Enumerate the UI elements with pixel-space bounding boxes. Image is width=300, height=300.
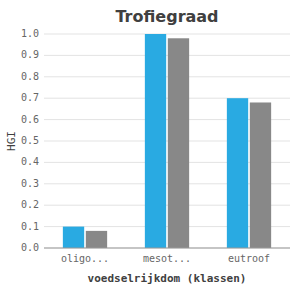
grid-line [44,248,290,249]
y-tick-label: 1.0 [21,28,39,39]
bar [227,98,248,248]
x-tick-label: oligo... [61,253,109,264]
x-tick-label: mesot... [143,253,191,264]
bars [63,34,271,248]
y-axis-label: HGI [5,131,18,151]
bar [86,231,107,248]
x-axis-label: voedselrijkdom (klassen) [88,272,247,285]
y-tick-label: 0.3 [21,178,39,189]
x-axis-line [44,248,290,249]
y-tick-label: 0.8 [21,71,39,82]
grid-line [44,34,290,35]
page: {"chart_data": {"type": "bar", "title": … [0,0,300,300]
y-tick-label: 0.0 [21,242,39,253]
chart-holder: 0.0 0.1 0.2 0.3 0.4 0.5 0.6 0.7 0.8 0.9 1.0 oligo..… [0,0,300,300]
bar [63,227,84,248]
y-ticks: 0.0 0.1 0.2 0.3 0.4 0.5 0.6 0.7 0.8 0.9 1.0 [21,28,39,253]
x-tick-label: eutroof [228,253,270,264]
y-tick-label: 0.4 [21,156,39,167]
y-tick-label: 0.9 [21,49,39,60]
bar [250,102,271,248]
bar [145,34,166,248]
grid-line [44,98,290,99]
title: Trofiegraad [115,7,218,26]
grid [44,34,290,248]
x-ticks: oligo... mesot... eutroof [61,253,270,264]
y-tick-label: 0.2 [21,199,39,210]
y-tick-label: 0.7 [21,92,39,103]
chart: 0.0 0.1 0.2 0.3 0.4 0.5 0.6 0.7 0.8 0.9 1.0 oligo..… [0,0,300,300]
y-tick-label: 0.1 [21,221,39,232]
y-tick-label: 0.6 [21,114,39,125]
grid-line [44,55,290,56]
y-tick-label: 0.5 [21,135,39,146]
grid-line [44,76,290,77]
bar [168,38,189,248]
